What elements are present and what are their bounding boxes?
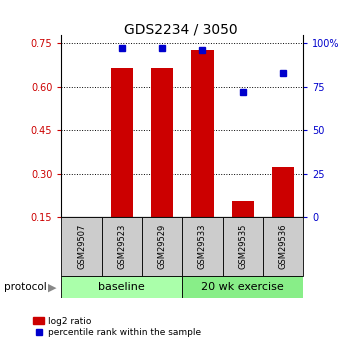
Bar [182,276,303,298]
Bar [223,217,263,276]
Bar [61,276,182,298]
Text: GSM29535: GSM29535 [238,224,247,269]
Text: GDS2234 / 3050: GDS2234 / 3050 [124,22,237,37]
Bar [151,68,173,217]
Text: GSM29507: GSM29507 [77,224,86,269]
Bar [61,217,102,276]
Text: GSM29533: GSM29533 [198,224,207,269]
Bar [191,50,214,217]
Bar [272,167,294,217]
Bar [182,217,223,276]
Text: baseline: baseline [99,282,145,292]
Legend: log2 ratio, percentile rank within the sample: log2 ratio, percentile rank within the s… [34,317,201,337]
Bar [102,217,142,276]
Text: GSM29523: GSM29523 [117,224,126,269]
Text: ▶: ▶ [48,282,57,292]
Bar [263,217,303,276]
Bar [142,217,182,276]
Bar [111,68,133,217]
Text: GSM29529: GSM29529 [158,224,167,269]
Bar [232,201,254,217]
Text: protocol: protocol [4,282,46,292]
Text: 20 wk exercise: 20 wk exercise [201,282,284,292]
Text: GSM29536: GSM29536 [279,224,288,269]
